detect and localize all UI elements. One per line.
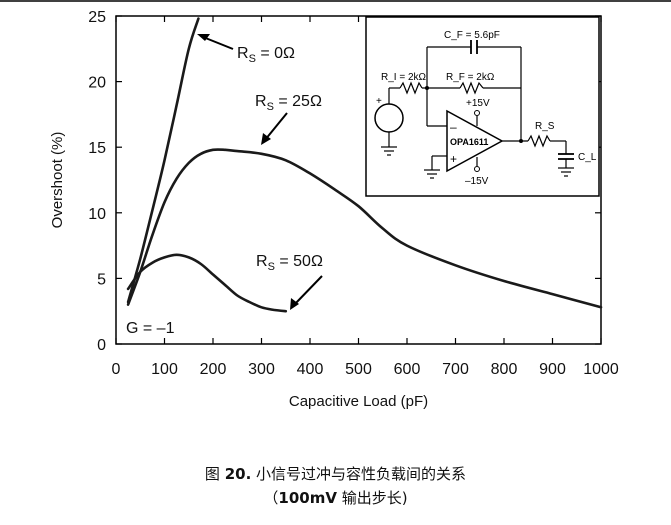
x-tick-label: 1000 <box>583 361 619 378</box>
ground-icon-source <box>381 146 397 156</box>
annotation-rs0-sub: S <box>249 53 256 65</box>
leader-rs25 <box>264 112 288 141</box>
x-tick-label: 600 <box>394 361 421 378</box>
schematic-inset: C_F = 5.6pF R_I = 2kΩ R_F = 2kΩ + <box>365 16 600 197</box>
caption-number: 20. <box>224 465 252 483</box>
figure-caption: 图 20. 小信号过冲与容性负载间的关系 （100mV 输出步长) <box>0 462 671 510</box>
series-line-rs25 <box>126 148 603 309</box>
caption-rest: 输出步长) <box>336 489 408 507</box>
x-tick-label: 800 <box>491 361 518 378</box>
annotation-gain: G = –1 <box>126 320 175 337</box>
ri-label: R_I = 2kΩ <box>381 72 427 83</box>
rf-label: R_F = 2kΩ <box>446 72 495 83</box>
leader-rs0 <box>202 36 234 50</box>
y-tick-label: 15 <box>88 140 106 157</box>
leader-rs0-arrowhead <box>197 34 210 41</box>
series-line-rs50 <box>126 253 288 313</box>
x-tick-label: 700 <box>442 361 469 378</box>
annotation-rs0: RS = 0Ω <box>237 45 295 65</box>
y-tick-label: 20 <box>88 75 106 92</box>
vpos-terminal <box>474 110 480 116</box>
leader-rs50 <box>293 275 323 306</box>
node-output <box>519 139 523 143</box>
caption-open: （ <box>263 489 279 507</box>
leader-rs50-arrowhead <box>290 298 299 310</box>
opamp-minus-label: – <box>450 120 457 134</box>
vpos-label: +15V <box>466 98 490 109</box>
vneg-label: –15V <box>465 176 489 187</box>
leader-rs25-arrowhead <box>261 133 271 145</box>
caption-title: 小信号过冲与容性负载间的关系 <box>251 465 467 483</box>
y-tick-label: 25 <box>88 9 106 26</box>
y-tick-label: 10 <box>88 206 106 223</box>
rs-resistor <box>527 134 551 148</box>
y-tick-label: 5 <box>97 271 106 288</box>
vneg-terminal <box>474 166 480 172</box>
axes-layer: 0 100 200 300 400 500 600 700 800 900 1000 0 5 10 15 20… <box>49 9 619 410</box>
x-tick-label: 500 <box>345 361 372 378</box>
x-tick-label: 900 <box>539 361 566 378</box>
cl-label: C_L <box>578 152 597 163</box>
curves-layer <box>126 17 603 313</box>
opamp-name-label: OPA1611 <box>450 137 488 147</box>
caption-line-1: 图 20. 小信号过冲与容性负载间的关系 <box>0 462 671 486</box>
source-plus-label: + <box>376 96 382 107</box>
series-annotations: RS = 0Ω RS = 25Ω RS = 50Ω G = –1 <box>126 34 323 337</box>
opamp-triangle-icon <box>446 109 504 173</box>
x-axis-label: Capacitive Load (pF) <box>289 393 428 410</box>
y-axis-label: Overshoot (%) <box>49 132 66 229</box>
caption-line-2: （100mV 输出步长) <box>0 486 671 510</box>
x-tick-label: 100 <box>151 361 178 378</box>
x-tick-label: 400 <box>297 361 324 378</box>
opamp-plus-label: + <box>450 152 457 166</box>
x-tick-label: 300 <box>248 361 275 378</box>
rs-label: R_S <box>535 121 555 132</box>
ground-icon-load <box>558 167 574 177</box>
voltage-source-icon <box>374 103 404 133</box>
annotation-rs25: RS = 25Ω <box>255 93 322 113</box>
y-tick-label: 0 <box>97 337 106 354</box>
rf-resistor <box>459 81 484 95</box>
x-tick-label: 200 <box>200 361 227 378</box>
caption-prefix: 图 <box>204 465 225 483</box>
caption-bold: 100mV <box>278 489 337 507</box>
annotation-rs50: RS = 50Ω <box>256 253 323 273</box>
cf-label: C_F = 5.6pF <box>444 30 500 41</box>
ground-icon-noninv <box>424 169 440 179</box>
x-tick-label: 0 <box>112 361 121 378</box>
series-line-rs0 <box>126 17 200 304</box>
ri-resistor <box>399 81 423 95</box>
